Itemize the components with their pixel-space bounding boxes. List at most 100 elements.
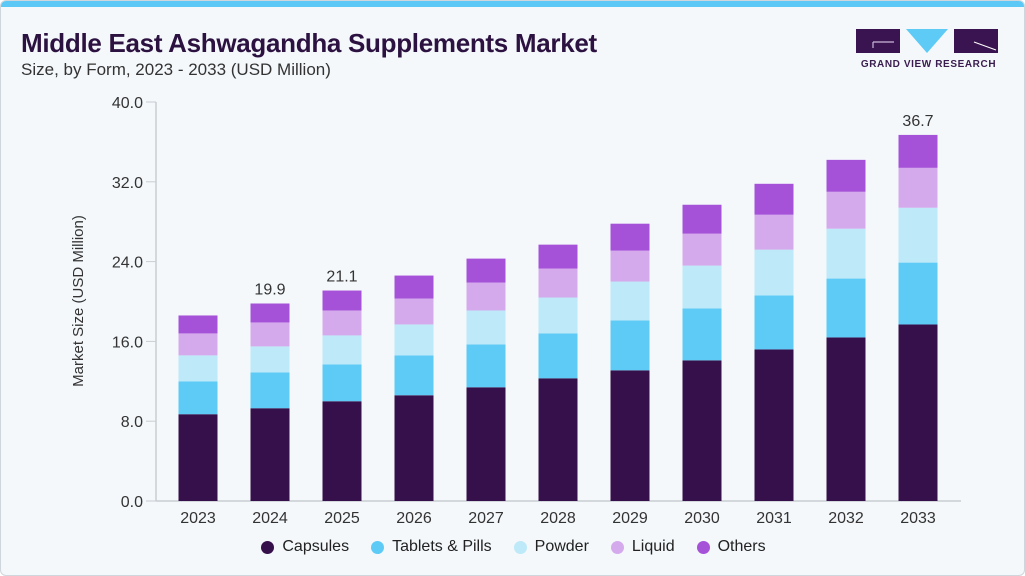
bar-segment-tablets-pills [322, 364, 362, 402]
legend-item: Powder [513, 538, 589, 556]
x-tick-label: 2031 [756, 510, 792, 527]
bar-segment-liquid [250, 322, 290, 347]
gvr-logo-icon [856, 29, 998, 53]
x-tick-label: 2026 [396, 510, 432, 527]
bar-segment-powder [610, 281, 650, 321]
bar-segment-liquid [394, 298, 434, 325]
bar-segment-tablets-pills [682, 308, 722, 361]
bar-segment-capsules [538, 378, 578, 501]
legend-swatch-icon [261, 540, 275, 554]
y-tick-label: 40.0 [112, 95, 143, 112]
bar-segment-capsules [178, 414, 218, 501]
bar-segment-tablets-pills [826, 278, 866, 338]
bar-segment-others [466, 258, 506, 283]
bar-segment-capsules [610, 370, 650, 501]
legend: Capsules Tablets & Pills Powder Liquid Other… [1, 538, 1024, 556]
bar-segment-powder [682, 265, 722, 309]
legend-item: Liquid [610, 538, 675, 556]
bar-segment-powder [538, 297, 578, 334]
legend-label: Powder [534, 538, 589, 555]
legend-item: Capsules [261, 538, 349, 556]
bar-segment-powder [394, 324, 434, 356]
x-tick-label: 2032 [828, 510, 864, 527]
bar-segment-others [538, 244, 578, 269]
logo-text: GRAND VIEW RESEARCH [860, 59, 997, 70]
bar-segment-powder [178, 355, 218, 382]
y-tick-label: 32.0 [112, 175, 143, 192]
bar-segment-others [322, 290, 362, 311]
x-tick-label: 2025 [324, 510, 360, 527]
bar-segment-liquid [682, 233, 722, 266]
bar-segment-others [826, 159, 866, 192]
bar-segment-tablets-pills [250, 372, 290, 409]
legend-label: Tablets & Pills [392, 538, 492, 555]
bar-segment-powder [754, 249, 794, 296]
y-tick-label: 24.0 [112, 255, 143, 272]
legend-label: Capsules [282, 538, 350, 555]
bar-segment-others [682, 204, 722, 234]
legend-item: Others [696, 538, 766, 556]
bar-segment-powder [250, 346, 290, 373]
x-tick-label: 2033 [900, 510, 936, 527]
chart-title: Middle East Ashwagandha Supplements Mark… [21, 28, 597, 58]
bar-segment-capsules [754, 349, 794, 501]
grand-view-research-logo: GRAND VIEW RESEARCH [856, 29, 1001, 74]
bar-segment-liquid [826, 191, 866, 229]
bar-segment-capsules [466, 387, 506, 501]
y-tick-label: 16.0 [112, 334, 143, 351]
x-tick-label: 2029 [612, 510, 648, 527]
y-tick-label: 0.0 [121, 494, 143, 511]
x-tick-label: 2027 [468, 510, 504, 527]
x-tick-label: 2028 [540, 510, 576, 527]
x-tick-label: 2023 [180, 510, 216, 527]
data-label: 19.9 [254, 281, 285, 298]
chart-subtitle: Size, by Form, 2023 - 2033 (USD Million) [21, 60, 331, 79]
legend-label: Others [717, 538, 766, 555]
bar-segment-capsules [322, 401, 362, 501]
data-label: 36.7 [902, 113, 933, 130]
bar-segment-tablets-pills [538, 333, 578, 379]
data-label: 21.1 [326, 269, 357, 286]
y-axis-label: Market Size (USD Million) [70, 215, 87, 387]
bar-segment-tablets-pills [754, 295, 794, 350]
bar-segment-powder [322, 335, 362, 365]
x-tick-label: 2030 [684, 510, 720, 527]
y-tick-label: 8.0 [121, 414, 143, 431]
bar-segment-others [898, 134, 938, 168]
bar-segment-capsules [682, 360, 722, 501]
bar-segment-liquid [610, 250, 650, 282]
bar-segment-tablets-pills [610, 320, 650, 371]
legend-swatch-icon [371, 540, 385, 554]
bar-segment-capsules [826, 337, 866, 501]
bar-segment-powder [466, 310, 506, 345]
bar-segment-tablets-pills [394, 355, 434, 396]
bar-segment-others [250, 303, 290, 323]
top-accent-bar [1, 1, 1024, 7]
bar-segment-others [754, 183, 794, 215]
legend-item: Tablets & Pills [371, 538, 492, 556]
bar-segment-liquid [754, 214, 794, 250]
legend-swatch-icon [610, 540, 624, 554]
bar-segment-liquid [898, 167, 938, 208]
bar-segment-powder [898, 207, 938, 263]
bar-segment-others [610, 223, 650, 251]
x-tick-label: 2024 [252, 510, 288, 527]
bar-segment-tablets-pills [466, 344, 506, 388]
bar-segment-capsules [394, 395, 434, 501]
bar-segment-tablets-pills [898, 262, 938, 325]
bar-segment-others [394, 275, 434, 299]
bar-segment-tablets-pills [178, 381, 218, 415]
bar-segment-liquid [466, 282, 506, 311]
legend-swatch-icon [513, 540, 527, 554]
bar-segment-liquid [322, 310, 362, 336]
bar-segment-capsules [250, 408, 290, 501]
bar-segment-liquid [178, 333, 218, 356]
bar-segment-others [178, 315, 218, 334]
bar-segment-powder [826, 228, 866, 279]
bar-segment-capsules [898, 324, 938, 501]
legend-swatch-icon [696, 540, 710, 554]
legend-label: Liquid [631, 538, 675, 555]
bar-segment-liquid [538, 268, 578, 298]
